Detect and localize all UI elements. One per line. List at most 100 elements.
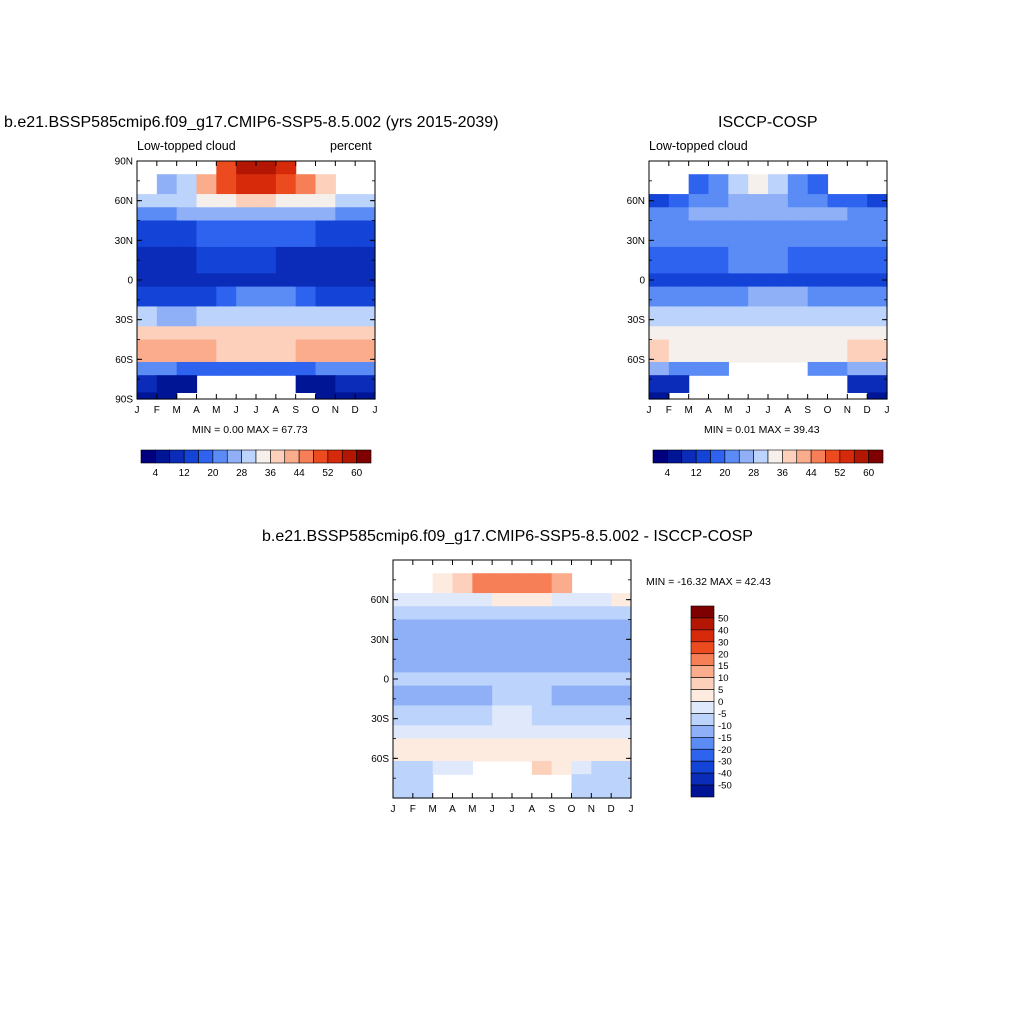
heatmap-cell — [551, 725, 573, 740]
heatmap-cell — [748, 306, 769, 327]
heatmap-cell — [768, 339, 789, 363]
colorbar-label: 52 — [834, 468, 846, 479]
colorbar-swatch — [169, 449, 185, 464]
heatmap-cell — [787, 286, 809, 308]
heatmap-cell — [847, 246, 868, 274]
heatmap-cell — [512, 645, 533, 673]
colorbar-swatch — [690, 629, 715, 643]
colorbar-swatch — [690, 641, 715, 655]
heatmap-cell — [787, 220, 809, 248]
heatmap-cell — [137, 220, 158, 248]
heatmap-cell — [256, 339, 277, 363]
heatmap-cell — [156, 306, 178, 327]
heatmap-cell — [649, 207, 670, 222]
heatmap-cell — [591, 619, 612, 647]
heatmap-cell — [432, 738, 454, 762]
heatmap-cell — [393, 705, 414, 726]
heatmap-cell — [393, 606, 414, 621]
heatmap-cell — [196, 273, 217, 288]
heatmap-cell — [137, 286, 158, 308]
x-tick-label: M — [724, 405, 732, 416]
heatmap-cell — [807, 194, 829, 208]
heatmap-cell — [393, 619, 414, 647]
heatmap-cell — [196, 220, 217, 248]
y-tick-label: 30S — [627, 315, 645, 326]
heatmap-cell — [847, 207, 868, 222]
heatmap-cell — [867, 361, 888, 376]
heatmap-cell — [355, 361, 376, 376]
heatmap-cell — [827, 306, 848, 327]
x-tick-label: J — [254, 405, 259, 416]
heatmap-model: J F M A M J J A S O N D J 90N 60N 30N 0 30S 60S 90S — [115, 157, 378, 417]
heatmap-cell — [412, 774, 434, 792]
heatmap-cell — [412, 738, 434, 762]
heatmap-cell — [216, 273, 237, 288]
heatmap-cell — [236, 339, 257, 363]
heatmap-cell — [571, 685, 592, 707]
heatmap-cell — [867, 207, 888, 222]
y-tick-label: 0 — [127, 276, 133, 287]
heatmap-cell — [452, 738, 473, 762]
heatmap-cell — [688, 220, 710, 248]
heatmap-cell — [847, 220, 868, 248]
heatmap-cell — [867, 306, 888, 327]
heatmap-cell — [156, 339, 178, 363]
heatmap-cell — [256, 326, 277, 341]
heatmap-cell — [748, 273, 769, 288]
heatmap-cell — [355, 194, 376, 208]
colorbar-label: -10 — [718, 721, 732, 732]
heatmap-cell — [787, 207, 809, 222]
colorbar-swatch — [183, 449, 199, 464]
heatmap-cell — [236, 174, 257, 195]
heatmap-cell — [432, 619, 454, 647]
heatmap-cell — [335, 306, 356, 327]
heatmap-cell — [355, 375, 376, 393]
heatmap-cell — [412, 619, 434, 647]
x-tick-label: M — [212, 405, 220, 416]
colorbar-label: -5 — [718, 709, 726, 720]
heatmap-cell — [492, 593, 513, 607]
heatmap-cell — [492, 672, 513, 687]
colorbar-label: -40 — [718, 769, 732, 780]
heatmap-cell — [156, 220, 178, 248]
x-tick-label: J — [510, 804, 515, 815]
heatmap-cell — [728, 326, 749, 341]
heatmap-cell — [472, 685, 493, 707]
heatmap-cell — [512, 672, 533, 687]
heatmap-cell — [275, 326, 297, 341]
heatmap-cell — [275, 220, 297, 248]
heatmap-cell — [847, 286, 868, 308]
heatmap-cell — [807, 174, 829, 195]
heatmap-cell — [196, 286, 217, 308]
heatmap-cell — [492, 705, 513, 726]
heatmap-cell — [275, 339, 297, 363]
heatmap-cell — [827, 246, 848, 274]
heatmap-cell — [708, 246, 729, 274]
heatmap-cell — [649, 339, 670, 363]
plot-area — [137, 161, 375, 399]
heatmap-cell — [668, 306, 690, 327]
heatmap-cell — [668, 375, 690, 393]
heatmap-cell — [748, 246, 769, 274]
colorbar-swatch — [690, 784, 715, 798]
colorbar-swatch — [738, 449, 754, 464]
x-tick-label: A — [272, 405, 279, 416]
heatmap-cell — [748, 207, 769, 222]
colorbar-label: 10 — [718, 673, 729, 684]
heatmap-cell — [412, 705, 434, 726]
heatmap-cell — [335, 207, 356, 222]
heatmap-cell — [591, 774, 612, 792]
panel3-stats: MIN = -16.32 MAX = 42.43 — [646, 576, 771, 588]
heatmap-cell — [611, 645, 632, 673]
x-tick-label: D — [608, 804, 615, 815]
heatmap-cell — [137, 392, 158, 400]
colorbar-swatch — [140, 449, 156, 464]
colorbar-swatch — [810, 449, 826, 464]
heatmap-cell — [768, 174, 789, 195]
heatmap-cell — [156, 375, 178, 393]
heatmap-cell — [492, 619, 513, 647]
heatmap-cell — [688, 246, 710, 274]
heatmap-cell — [571, 725, 592, 740]
colorbar-swatch — [255, 449, 271, 464]
heatmap-cell — [688, 361, 710, 376]
